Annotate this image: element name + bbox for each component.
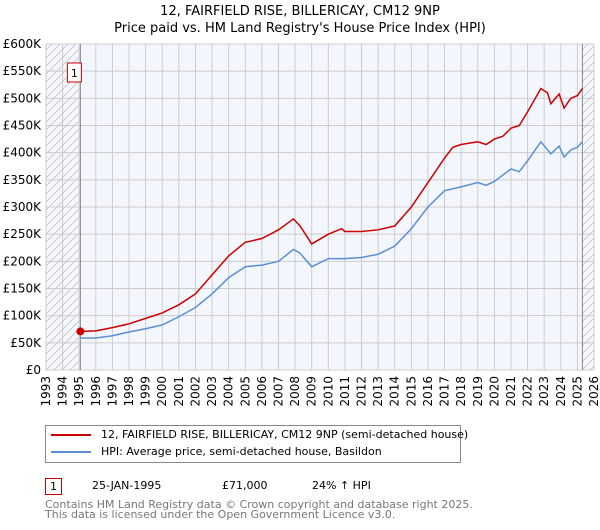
y-tick-label: £50K [10, 336, 42, 350]
sale-point [76, 327, 85, 336]
x-tick-label: 2015 [404, 376, 418, 407]
x-tick-label: 1994 [56, 376, 70, 407]
annotation-label: 1 [71, 67, 78, 80]
x-tick-label: 1993 [39, 376, 53, 407]
price-chart: 1993 1994 1995 1996 1997 1998 1999 2000 2001 2002… [3, 37, 600, 407]
x-tick-label: 2026 [587, 376, 600, 407]
y-tick-label: £300K [3, 200, 43, 214]
x-tick-label: 2005 [238, 376, 252, 407]
footer-line-2: This data is licensed under the Open Gov… [45, 508, 396, 521]
x-tick-label: 2011 [338, 376, 352, 407]
x-tick-label: 2009 [305, 376, 319, 407]
x-tick-label: 1998 [122, 376, 136, 407]
x-tick-label: 2000 [155, 376, 169, 407]
x-tick-label: 2016 [421, 376, 435, 407]
x-tick-label: 2018 [454, 376, 468, 407]
y-tick-label: £550K [3, 64, 43, 78]
x-tick-label: 1995 [72, 376, 86, 407]
x-tick-label: 2003 [205, 376, 219, 407]
transaction-date: 25-JAN-1995 [92, 479, 162, 492]
footer-line-1: Contains HM Land Registry data © Crown c… [45, 498, 473, 511]
legend-label-hpi: HPI: Average price, semi-detached house,… [101, 445, 382, 458]
x-tick-label: 2022 [521, 376, 535, 407]
legend-label-property: 12, FAIRFIELD RISE, BILLERICAY, CM12 9NP… [101, 428, 469, 441]
x-tick-label: 2023 [537, 376, 551, 407]
y-tick-label: £450K [3, 119, 43, 133]
x-tick-label: 2002 [188, 376, 202, 407]
y-tick-label: £200K [3, 254, 43, 268]
chart-title: 12, FAIRFIELD RISE, BILLERICAY, CM12 9NP [160, 4, 440, 19]
hpi-line [80, 140, 583, 339]
x-tick-label: 2006 [255, 376, 269, 407]
legend-swatch-property [51, 434, 91, 436]
legend-swatch-hpi [51, 451, 91, 453]
x-tick-label: 2014 [388, 376, 402, 407]
x-tick-label: 2004 [222, 376, 236, 407]
x-tick-label: 2001 [172, 376, 186, 407]
x-tick-label: 2021 [504, 376, 518, 407]
x-tick-label: 2024 [554, 376, 568, 407]
x-tick-label: 2013 [371, 376, 385, 407]
y-tick-label: £100K [3, 309, 43, 323]
transaction-price: £71,000 [222, 479, 268, 492]
x-tick-label: 2019 [471, 376, 485, 407]
transaction-number: 1 [45, 478, 62, 495]
transaction-hpi: 24% ↑ HPI [312, 479, 371, 492]
x-tick-label: 2010 [321, 376, 335, 407]
x-tick-label: 2025 [570, 376, 584, 407]
x-tick-label: 1999 [139, 376, 153, 407]
x-tick-label: 2007 [271, 376, 285, 407]
y-tick-label: £500K [3, 91, 43, 105]
annotation-box [66, 62, 82, 83]
x-tick-label: 2020 [487, 376, 501, 407]
x-tick-label: 2008 [288, 376, 302, 407]
x-tick-label: 2012 [355, 376, 369, 407]
y-tick-label: £400K [3, 146, 43, 160]
x-tick-label: 1997 [105, 376, 119, 407]
x-tick-label: 2017 [438, 376, 452, 407]
y-tick-label: £350K [3, 173, 43, 187]
y-tick-label: £150K [3, 282, 43, 296]
y-tick-label: £250K [3, 227, 43, 241]
chart-subtitle: Price paid vs. HM Land Registry's House … [114, 21, 486, 36]
property-price-line [80, 87, 583, 333]
footer: Contains HM Land Registry data © Crown c… [45, 498, 473, 521]
x-tick-label: 1996 [89, 376, 103, 407]
y-tick-label: £600K [3, 37, 43, 51]
legend: 12, FAIRFIELD RISE, BILLERICAY, CM12 9NP… [45, 425, 468, 463]
y-tick-label: £0 [26, 363, 41, 377]
